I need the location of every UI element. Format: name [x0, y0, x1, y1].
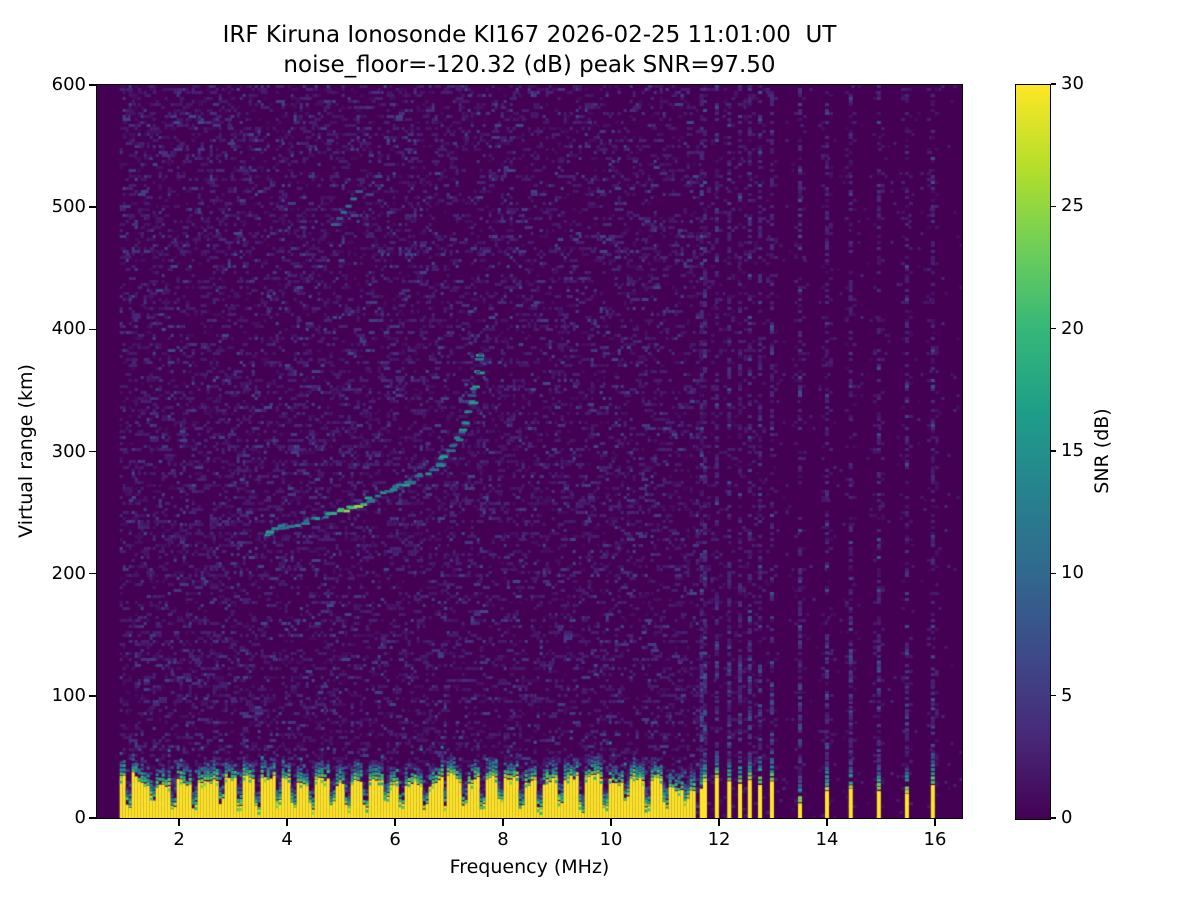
colorbar-tick-label: 10	[1061, 562, 1084, 584]
y-axis-label: Virtual range (km)	[15, 364, 37, 538]
y-tick-mark	[89, 328, 96, 331]
y-tick-mark	[89, 817, 96, 819]
y-tick-label: 300	[51, 440, 86, 462]
colorbar-tick-label: 25	[1061, 195, 1084, 217]
y-tick-label: 200	[51, 562, 86, 584]
colorbar-gradient-canvas	[1016, 85, 1050, 819]
x-tick-label: 16	[923, 829, 947, 850]
x-tick-mark	[178, 819, 180, 826]
x-tick-mark	[718, 819, 720, 826]
x-tick-label: 14	[815, 829, 839, 850]
colorbar-tick-mark	[1051, 694, 1056, 697]
x-axis-label: Frequency (MHz)	[449, 856, 610, 878]
x-tick-mark	[502, 819, 504, 826]
y-tick-label: 400	[51, 318, 86, 340]
y-tick-mark	[89, 695, 96, 697]
y-tick-mark	[89, 572, 96, 575]
y-tick-label: 500	[51, 196, 86, 218]
colorbar	[1015, 84, 1051, 820]
x-tick-mark	[934, 819, 936, 826]
x-tick-mark	[394, 819, 396, 826]
colorbar-tick-mark	[1051, 205, 1056, 208]
x-tick-label: 12	[707, 829, 731, 850]
x-tick-label: 4	[281, 829, 293, 850]
colorbar-tick-mark	[1051, 817, 1056, 819]
x-tick-label: 6	[389, 829, 401, 850]
x-tick-label: 8	[497, 829, 509, 850]
x-tick-label: 10	[599, 829, 623, 850]
colorbar-tick-label: 5	[1061, 684, 1073, 706]
colorbar-tick-mark	[1051, 327, 1056, 330]
x-tick-label: 2	[173, 829, 185, 850]
y-tick-mark	[89, 450, 96, 453]
colorbar-tick-mark	[1051, 83, 1056, 85]
x-tick-mark	[610, 819, 612, 826]
colorbar-tick-label: 20	[1061, 317, 1084, 339]
plot-area	[96, 84, 963, 819]
colorbar-tick-mark	[1051, 572, 1056, 575]
colorbar-tick-label: 15	[1061, 440, 1084, 461]
colorbar-axis-label: SNR (dB)	[1091, 408, 1113, 494]
y-tick-mark	[89, 84, 96, 86]
y-tick-label: 100	[51, 684, 86, 706]
chart-title: IRF Kiruna Ionosonde KI167 2026-02-25 11…	[222, 22, 837, 48]
colorbar-tick-label: 30	[1061, 73, 1084, 94]
colorbar-tick-mark	[1051, 450, 1056, 452]
chart-subtitle: noise_floor=-120.32 (dB) peak SNR=97.50	[283, 52, 776, 78]
colorbar-tick-label: 0	[1061, 807, 1073, 828]
y-tick-label: 0	[74, 807, 86, 828]
heatmap-canvas	[97, 85, 962, 818]
x-tick-mark	[826, 819, 828, 826]
y-tick-mark	[89, 206, 96, 208]
y-tick-label: 600	[51, 74, 86, 95]
x-tick-mark	[286, 819, 288, 826]
